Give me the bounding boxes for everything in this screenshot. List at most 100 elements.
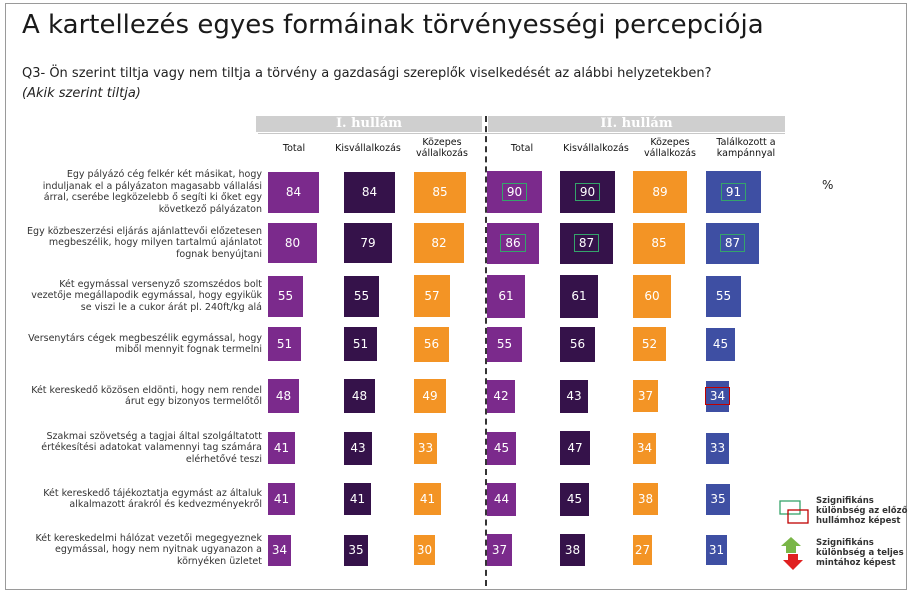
data-label: 38 — [564, 543, 581, 557]
data-bar: 38 — [633, 483, 658, 515]
data-bar: 85 — [414, 171, 466, 213]
data-label: 48 — [275, 389, 292, 403]
data-bar: 38 — [560, 534, 585, 566]
data-bar: 33 — [706, 432, 729, 464]
data-label: 37 — [491, 543, 508, 557]
data-label: 34 — [636, 441, 653, 455]
data-bar: 80 — [268, 223, 317, 263]
data-label: 38 — [637, 492, 654, 506]
row-label: Szakmai szövetség a tagjai által szolgál… — [41, 430, 262, 465]
data-label: 52 — [641, 337, 658, 351]
row-label: Két kereskedő közösen eldönti, hogy nem … — [31, 384, 262, 408]
data-bar: 55 — [487, 326, 522, 362]
data-bar: 51 — [268, 327, 301, 361]
data-label: 56 — [569, 337, 586, 351]
data-label: 33 — [417, 441, 434, 455]
data-bar: 30 — [414, 535, 435, 565]
row-label: Két egymással versenyző szomszédos bolt … — [31, 278, 262, 313]
data-label: 80 — [284, 236, 301, 250]
data-label: 60 — [644, 289, 660, 303]
column-header: Találkozott a kampánnyal — [716, 137, 776, 159]
column-header: Közepes vállalkozás — [644, 137, 696, 159]
data-label: 41 — [419, 492, 436, 506]
column-header: Kisvállalkozás — [335, 142, 401, 154]
data-label: 42 — [493, 389, 509, 403]
data-bar: 31 — [706, 535, 727, 565]
data-label: 43 — [566, 389, 582, 403]
data-bar: 87 — [560, 222, 613, 264]
data-label: 30 — [416, 543, 433, 557]
data-label: 49 — [422, 389, 438, 403]
data-label: 27 — [634, 543, 651, 557]
data-label: 34 — [271, 543, 288, 557]
column-header: Kisvállalkozás — [563, 142, 629, 154]
data-bar: 45 — [706, 327, 735, 361]
data-bar: 61 — [560, 274, 598, 318]
chart-frame — [5, 3, 907, 590]
data-label: 90 — [501, 183, 528, 201]
data-bar: 49 — [414, 379, 446, 413]
data-bar: 51 — [344, 327, 377, 361]
data-bar: 48 — [268, 379, 299, 413]
data-bar: 60 — [633, 274, 671, 318]
data-label: 87 — [719, 234, 746, 252]
data-bar: 43 — [344, 431, 372, 465]
data-bar: 91 — [706, 171, 761, 213]
significance-box-legend-icon — [779, 500, 809, 524]
wave-divider — [485, 116, 487, 586]
legend-box-text: Szignifikáns különbség az előző hullámho… — [816, 496, 908, 526]
data-label: 37 — [637, 389, 654, 403]
data-label: 89 — [652, 185, 668, 199]
data-bar: 57 — [414, 275, 450, 317]
data-label: 35 — [710, 492, 726, 506]
data-label: 55 — [715, 289, 732, 303]
legend-arrow-text: Szignifikáns különbség a teljes mintához… — [816, 538, 904, 568]
data-bar: 37 — [633, 380, 658, 412]
data-bar: 56 — [414, 326, 449, 362]
data-label: 33 — [709, 441, 726, 455]
data-bar: 42 — [487, 379, 515, 413]
data-bar: 45 — [487, 431, 516, 465]
data-bar: 37 — [487, 534, 512, 566]
data-bar: 56 — [560, 326, 595, 362]
data-bar: 87 — [706, 222, 759, 264]
data-bar: 48 — [344, 379, 375, 413]
data-label: 57 — [424, 289, 440, 303]
data-label: 84 — [285, 185, 302, 199]
data-bar: 85 — [633, 222, 685, 264]
data-bar: 89 — [633, 171, 687, 213]
row-label: Versenytárs cégek megbeszélik egymással,… — [28, 332, 262, 356]
data-bar: 35 — [706, 483, 730, 515]
data-bar: 61 — [487, 274, 525, 318]
page-title: A kartellezés egyes formáinak törvényess… — [22, 10, 764, 40]
data-label: 79 — [360, 236, 376, 250]
data-label: 51 — [352, 337, 369, 351]
column-header: Közepes vállalkozás — [416, 137, 468, 159]
data-bar: 34 — [704, 380, 731, 412]
data-label: 82 — [431, 236, 447, 250]
data-label: 45 — [566, 492, 583, 506]
data-label: 61 — [571, 289, 587, 303]
data-label: 91 — [720, 183, 747, 201]
data-label: 47 — [567, 441, 583, 455]
data-label: 43 — [350, 441, 366, 455]
data-bar: 84 — [268, 171, 319, 213]
wave-header-2: II. hullám — [488, 116, 785, 132]
data-label: 35 — [348, 543, 364, 557]
data-label: 51 — [276, 337, 293, 351]
data-label: 84 — [361, 185, 378, 199]
data-label: 48 — [351, 389, 368, 403]
data-bar: 52 — [633, 327, 666, 361]
data-bar: 44 — [487, 482, 516, 516]
data-bar: 55 — [268, 275, 303, 317]
row-label: Egy közbeszerzési eljárás ajánlattevői e… — [27, 225, 262, 260]
data-bar: 90 — [487, 171, 542, 213]
data-label: 85 — [651, 236, 667, 250]
data-label: 31 — [708, 543, 725, 557]
data-bar: 47 — [560, 431, 590, 465]
data-bar: 43 — [560, 379, 588, 413]
data-bar: 33 — [414, 432, 437, 464]
data-label: 41 — [349, 492, 366, 506]
data-label: 55 — [277, 289, 294, 303]
data-bar: 41 — [268, 432, 295, 464]
